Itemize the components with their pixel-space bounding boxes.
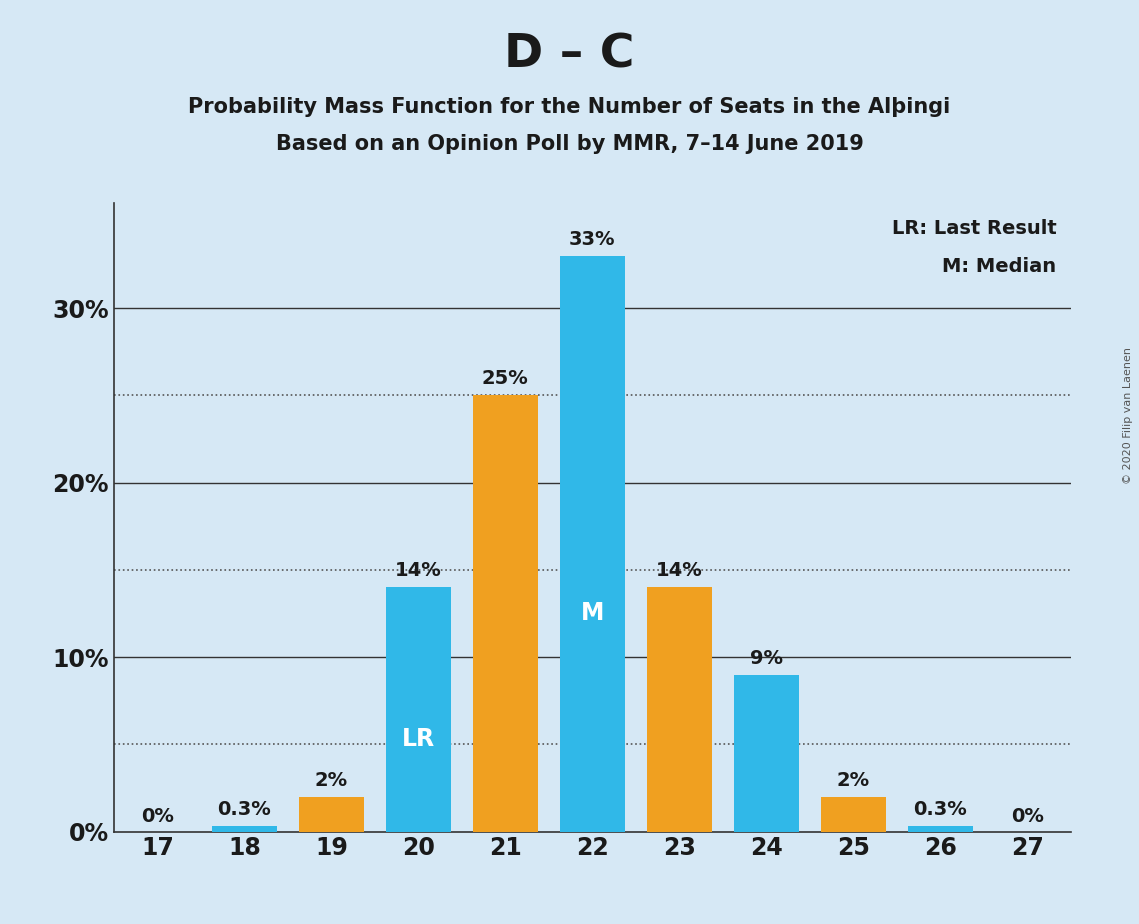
- Text: 9%: 9%: [749, 649, 782, 667]
- Text: 14%: 14%: [656, 561, 703, 580]
- Text: Probability Mass Function for the Number of Seats in the Alþingi: Probability Mass Function for the Number…: [188, 97, 951, 117]
- Bar: [734, 675, 798, 832]
- Bar: [908, 826, 973, 832]
- Bar: [647, 588, 712, 832]
- Bar: [473, 395, 538, 832]
- Text: 2%: 2%: [837, 771, 870, 790]
- Text: M: M: [581, 601, 604, 625]
- Bar: [298, 796, 364, 832]
- Bar: [820, 796, 886, 832]
- Text: 0.3%: 0.3%: [913, 800, 967, 820]
- Text: 0%: 0%: [141, 808, 174, 826]
- Text: Based on an Opinion Poll by MMR, 7–14 June 2019: Based on an Opinion Poll by MMR, 7–14 Ju…: [276, 134, 863, 154]
- Text: LR: Last Result: LR: Last Result: [892, 219, 1056, 238]
- Text: © 2020 Filip van Laenen: © 2020 Filip van Laenen: [1123, 347, 1133, 484]
- Bar: [386, 588, 451, 832]
- Text: LR: LR: [402, 727, 435, 750]
- Text: 25%: 25%: [482, 370, 528, 388]
- Bar: [559, 256, 625, 832]
- Text: 0%: 0%: [1010, 808, 1043, 826]
- Text: 33%: 33%: [570, 230, 615, 249]
- Text: 14%: 14%: [395, 561, 442, 580]
- Text: 2%: 2%: [314, 771, 347, 790]
- Text: D – C: D – C: [505, 32, 634, 78]
- Text: 0.3%: 0.3%: [218, 800, 271, 820]
- Bar: [212, 826, 277, 832]
- Text: M: Median: M: Median: [942, 257, 1056, 275]
